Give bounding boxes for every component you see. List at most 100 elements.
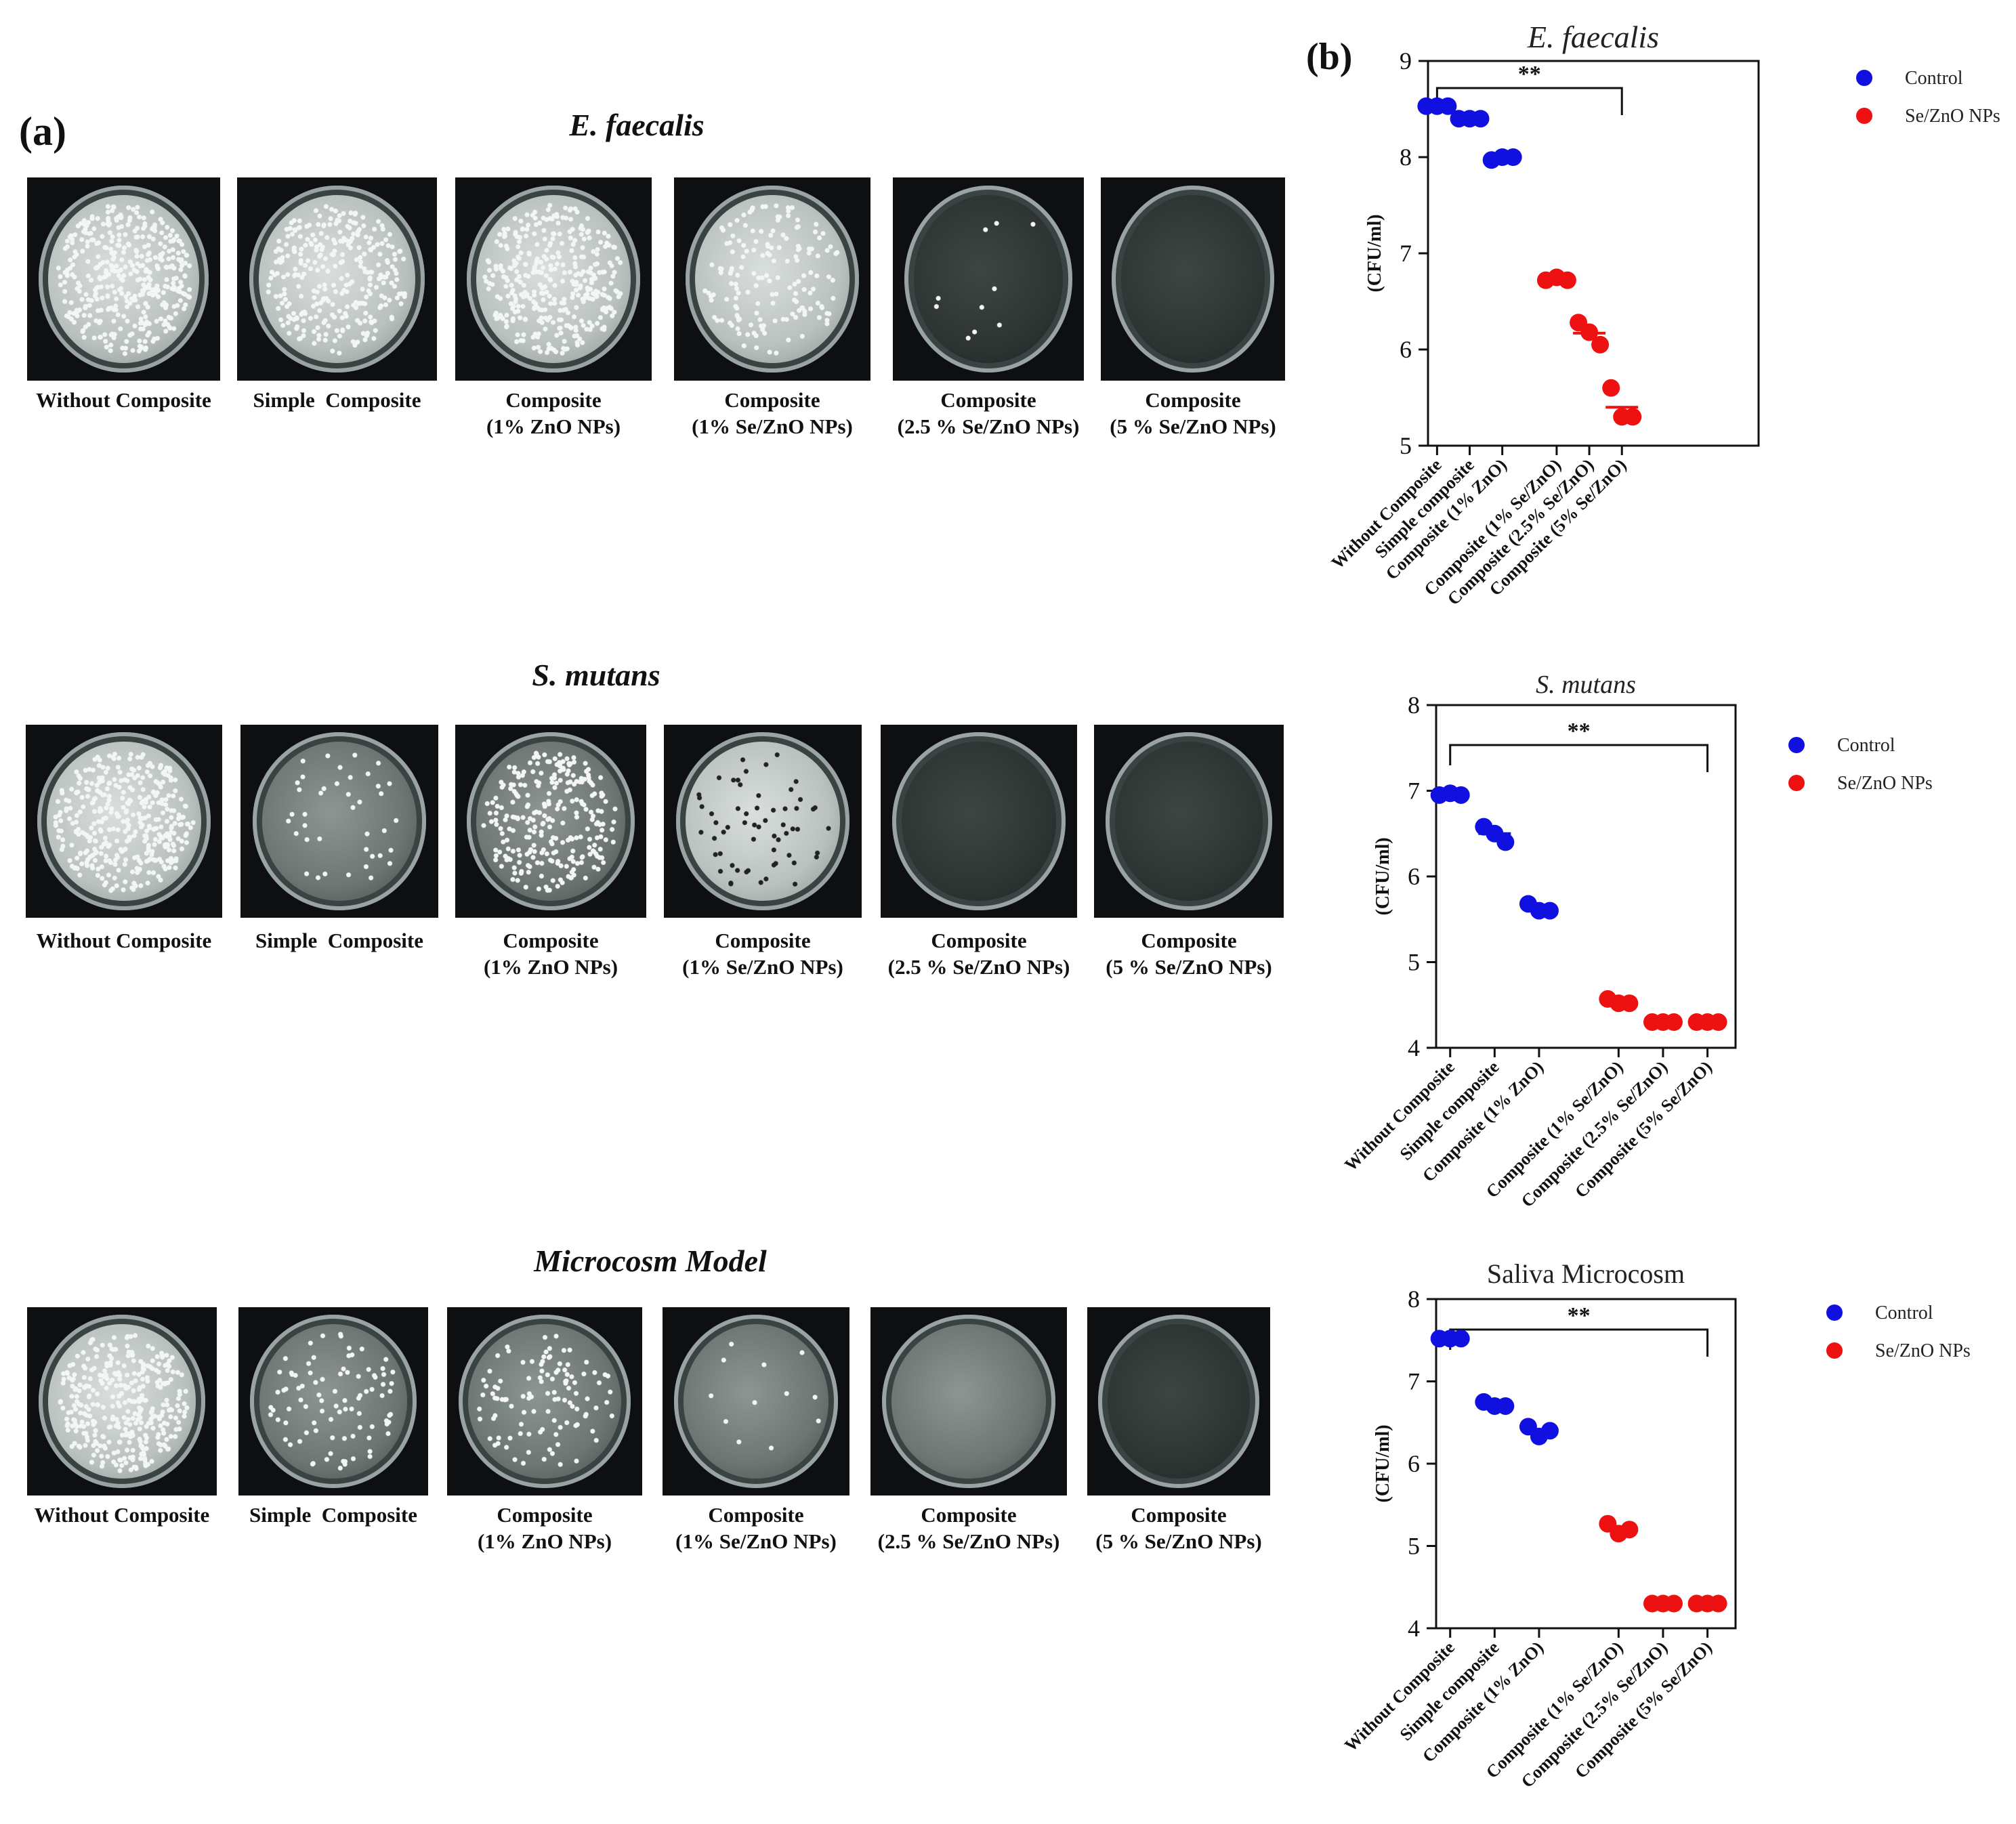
data-point bbox=[1620, 1521, 1639, 1539]
significance-label: ** bbox=[1518, 62, 1541, 87]
plate-photo bbox=[455, 177, 652, 381]
plate-photo bbox=[1101, 177, 1285, 381]
data-point bbox=[1602, 379, 1620, 397]
y-tick-label: 7 bbox=[1408, 1368, 1420, 1395]
legend-marker bbox=[1826, 1342, 1843, 1359]
significance-bracket bbox=[1435, 87, 1623, 115]
plate-caption: Composite (1% Se/ZnO NPs) bbox=[682, 929, 843, 979]
y-tick-label: 8 bbox=[1408, 1286, 1420, 1313]
data-point bbox=[1709, 1594, 1727, 1613]
data-point bbox=[1664, 1594, 1683, 1613]
y-tick-label: 6 bbox=[1408, 1450, 1420, 1477]
plate-photo bbox=[893, 177, 1084, 381]
plate-caption: Without Composite bbox=[34, 1503, 210, 1527]
y-tick-label: 7 bbox=[1408, 778, 1420, 805]
legend-label: Control bbox=[1837, 735, 1895, 756]
y-axis-label: (CFU/ml) bbox=[1372, 837, 1393, 915]
plate-caption: Simple Composite bbox=[253, 388, 421, 412]
petri-dish bbox=[39, 186, 209, 373]
y-axis-label: (CFU/ml) bbox=[1364, 214, 1385, 292]
y-tick-label: 4 bbox=[1408, 1615, 1420, 1642]
plate-caption: Composite (5 % Se/ZnO NPs) bbox=[1095, 1503, 1262, 1553]
plate-caption: Composite (1% ZnO NPs) bbox=[477, 1503, 612, 1553]
plate-photo bbox=[1087, 1307, 1270, 1496]
chart-title: S. mutans bbox=[1536, 671, 1636, 699]
section-title-smutans: S. mutans bbox=[532, 658, 660, 692]
plate-caption: Simple Composite bbox=[249, 1503, 417, 1527]
petri-dish bbox=[459, 1315, 631, 1488]
chart-title: Saliva Microcosm bbox=[1487, 1258, 1685, 1289]
plate-photo bbox=[674, 177, 870, 381]
plate-photo bbox=[1094, 725, 1284, 918]
data-point bbox=[1496, 1397, 1515, 1415]
plate-photo bbox=[447, 1307, 642, 1496]
plate-photo bbox=[27, 1307, 217, 1496]
y-tick-label: 8 bbox=[1400, 144, 1412, 171]
legend-marker bbox=[1788, 775, 1805, 791]
petri-dish bbox=[466, 732, 635, 910]
data-point bbox=[1452, 786, 1470, 804]
plate-caption: Simple Composite bbox=[255, 929, 423, 952]
y-tick-label: 6 bbox=[1400, 336, 1412, 363]
panel-b-label: (b) bbox=[1306, 36, 1353, 78]
chart-title: E. faecalis bbox=[1527, 20, 1659, 54]
petri-dish bbox=[686, 186, 859, 373]
petri-dish bbox=[675, 732, 850, 910]
plate-caption: Without Composite bbox=[36, 929, 212, 952]
petri-dish bbox=[1112, 186, 1274, 373]
plate-caption: Composite (1% ZnO NPs) bbox=[486, 388, 621, 438]
plate-caption: Composite (1% Se/ZnO NPs) bbox=[675, 1503, 837, 1553]
data-point bbox=[1540, 1422, 1559, 1440]
data-point bbox=[1591, 335, 1610, 354]
significance-bracket bbox=[1449, 1328, 1709, 1357]
legend-marker bbox=[1788, 737, 1805, 753]
plate-photo bbox=[237, 177, 437, 381]
plate-photo bbox=[26, 725, 222, 918]
legend-label: Control bbox=[1905, 68, 1963, 89]
petri-dish bbox=[249, 1315, 417, 1488]
data-point bbox=[1620, 994, 1639, 1013]
data-point bbox=[1540, 902, 1559, 920]
petri-dish bbox=[904, 186, 1073, 373]
y-tick-label: 5 bbox=[1400, 432, 1412, 459]
plate-photo bbox=[455, 725, 646, 918]
plate-photo bbox=[664, 725, 862, 918]
plate-photo bbox=[27, 177, 220, 381]
data-point bbox=[1504, 148, 1522, 166]
data-point bbox=[1496, 833, 1515, 851]
petri-dish bbox=[467, 186, 640, 373]
data-point bbox=[1439, 97, 1457, 115]
section-title-microcosm: Microcosm Model bbox=[534, 1244, 767, 1278]
petri-dish bbox=[892, 732, 1066, 910]
y-axis-label: (CFU/ml) bbox=[1372, 1424, 1393, 1502]
petri-dish bbox=[882, 1315, 1055, 1488]
significance-label: ** bbox=[1568, 1303, 1591, 1328]
y-tick-label: 9 bbox=[1400, 47, 1412, 75]
legend-marker bbox=[1856, 70, 1872, 86]
petri-dish bbox=[252, 732, 427, 910]
panel-a-label: (a) bbox=[19, 109, 66, 154]
legend-marker bbox=[1856, 108, 1872, 124]
legend-label: Se/ZnO NPs bbox=[1837, 773, 1933, 794]
plate-photo bbox=[238, 1307, 428, 1496]
y-tick-label: 5 bbox=[1408, 1533, 1420, 1560]
plate-photo bbox=[663, 1307, 849, 1496]
plate-caption: Composite (5 % Se/ZnO NPs) bbox=[1110, 388, 1276, 438]
data-point bbox=[1580, 323, 1599, 341]
data-point bbox=[1558, 271, 1576, 289]
petri-dish bbox=[37, 732, 211, 910]
legend-label: Se/ZnO NPs bbox=[1875, 1340, 1971, 1361]
data-point bbox=[1709, 1013, 1727, 1032]
y-tick-label: 4 bbox=[1408, 1034, 1420, 1061]
x-tick-label: Composite (5% Se/ZnO) bbox=[1486, 455, 1631, 600]
y-tick-label: 8 bbox=[1408, 692, 1420, 719]
petri-dish bbox=[249, 186, 425, 373]
plot-frame bbox=[1435, 704, 1737, 1049]
data-point bbox=[1624, 408, 1642, 426]
legend-marker bbox=[1826, 1305, 1843, 1321]
plate-caption: Composite (2.5 % Se/ZnO NPs) bbox=[887, 929, 1070, 979]
section-title-efaecalis: E. faecalis bbox=[569, 108, 705, 142]
data-point bbox=[1452, 1330, 1470, 1348]
